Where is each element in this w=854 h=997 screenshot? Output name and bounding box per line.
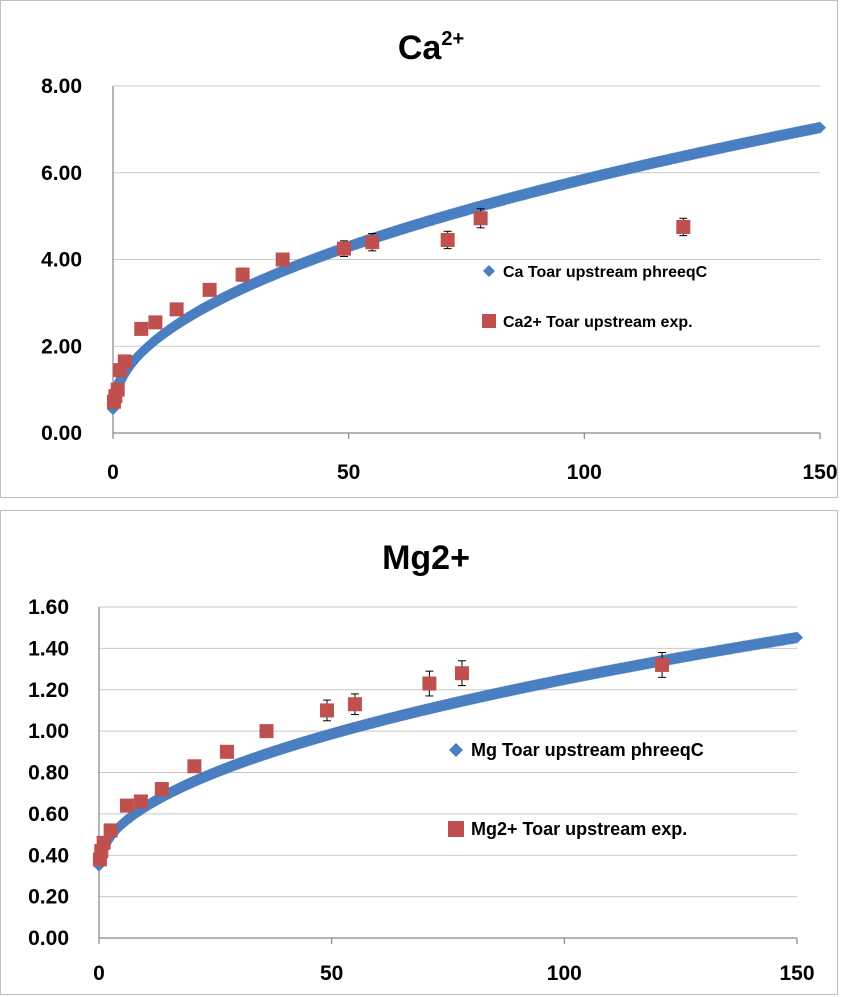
y-tick-label: 0.40 — [28, 844, 69, 867]
model-point — [814, 121, 826, 134]
y-tick-label: 0.00 — [28, 927, 69, 950]
x-tick-label: 150 — [802, 461, 837, 484]
x-tick-label: 100 — [567, 461, 602, 484]
chart-mg: Mg2+ 0.00 0.20 0.40 0.60 0.80 1.00 1.20 1.40 1.60… — [28, 539, 814, 985]
y-tick-label: 2.00 — [41, 335, 82, 358]
exp-point — [219, 744, 234, 759]
x-tick-label: 0 — [93, 962, 105, 985]
x-tick-label: 50 — [320, 962, 343, 985]
legend-mg: Mg Toar upstream phreeqC Mg2+ Toar upstre… — [448, 740, 704, 839]
exp-point — [133, 794, 148, 809]
y-tick-label: 0.80 — [28, 762, 69, 785]
exp-point — [454, 666, 469, 681]
exp-point — [336, 241, 351, 256]
x-tick-label: 150 — [779, 962, 814, 985]
chart-panel-ca: Ca2+ 0.00 2.00 4.00 6.00 8.00 0 50 100 150 Ca Toar… — [0, 0, 838, 498]
exp-point — [154, 782, 169, 797]
legend-ca: Ca Toar upstream phreeqC Ca2+ Toar upstre… — [482, 264, 708, 331]
exp-point — [655, 657, 670, 672]
exp-point — [134, 321, 149, 336]
x-tick-label: 50 — [337, 461, 360, 484]
legend-marker-square — [448, 821, 464, 837]
exp-point — [235, 267, 250, 282]
exp-point — [187, 759, 202, 774]
series-model-mg — [93, 631, 803, 872]
exp-point — [148, 315, 163, 330]
exp-point — [259, 724, 274, 739]
exp-point — [422, 676, 437, 691]
y-tick-label: 8.00 — [41, 75, 82, 98]
y-tick-label: 1.60 — [28, 596, 69, 619]
y-tick-label: 0.20 — [28, 886, 69, 909]
exp-point — [365, 235, 380, 250]
y-tick-label: 0.60 — [28, 803, 69, 826]
exp-point — [347, 697, 362, 712]
exp-point — [202, 282, 217, 297]
exp-point — [103, 823, 118, 838]
exp-point — [117, 354, 132, 369]
exp-point — [169, 302, 184, 317]
series-model-ca — [107, 121, 826, 416]
legend-marker-square — [482, 314, 496, 328]
y-tick-label: 4.00 — [41, 249, 82, 272]
x-tick-label: 0 — [107, 461, 119, 484]
legend-label: Ca2+ Toar upstream exp. — [503, 314, 693, 331]
model-point — [791, 631, 803, 644]
legend-label: Mg2+ Toar upstream exp. — [471, 819, 687, 839]
chart-panel-mg: Mg2+ 0.00 0.20 0.40 0.60 0.80 1.00 1.20 1.40 1.60… — [0, 510, 838, 995]
exp-point — [119, 798, 134, 813]
chart-title: Mg2+ — [382, 539, 470, 577]
exp-point — [320, 703, 335, 718]
exp-point — [676, 219, 691, 234]
y-tick-label: 6.00 — [41, 162, 82, 185]
legend-label: Mg Toar upstream phreeqC — [471, 740, 704, 760]
exp-point — [440, 232, 455, 247]
y-tick-label: 1.40 — [28, 637, 69, 660]
legend-label: Ca Toar upstream phreeqC — [503, 264, 708, 281]
exp-point — [110, 382, 125, 397]
x-tick-label: 100 — [547, 962, 582, 985]
exp-point — [275, 252, 290, 267]
exp-point — [96, 835, 111, 850]
y-tick-label: 1.20 — [28, 679, 69, 702]
series-exp-mg — [92, 652, 670, 867]
legend-marker-diamond — [449, 743, 463, 757]
exp-point — [473, 211, 488, 226]
y-tick-label: 0.00 — [41, 422, 82, 445]
chart-ca: Ca2+ 0.00 2.00 4.00 6.00 8.00 0 50 100 150 Ca Toar… — [41, 28, 837, 484]
y-tick-label: 1.00 — [28, 720, 69, 743]
series-exp-ca — [106, 208, 691, 409]
legend-marker-diamond — [483, 265, 495, 277]
chart-title: Ca2+ — [398, 28, 464, 67]
